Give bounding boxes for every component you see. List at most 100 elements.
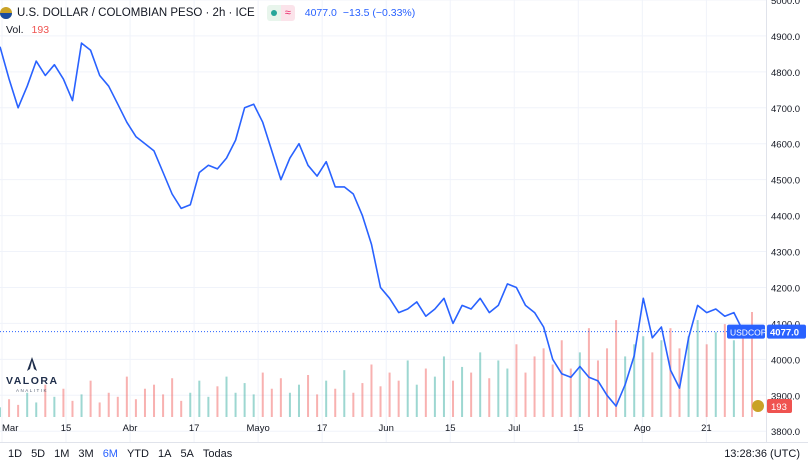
last-price-tag-label: 4077.0 (770, 328, 799, 339)
volume-bar (524, 372, 527, 417)
price-tick-label: 4800.0 (771, 68, 800, 79)
volume-bar (479, 352, 482, 417)
volume-bar (297, 384, 300, 417)
volume-bar (189, 392, 192, 417)
price-tick-label: 4400.0 (771, 212, 800, 223)
volume-bar (234, 392, 237, 417)
volume-bar (162, 394, 165, 417)
time-tick-label: 15 (61, 423, 72, 434)
volume-flag-icon (752, 400, 764, 412)
legend-last-price: 4077.0 (304, 7, 337, 19)
volume-bar (171, 378, 174, 417)
volume-bar (343, 370, 346, 417)
volume-bar (533, 356, 536, 417)
range-toolbar: 1D 5D 1M 3M 6M YTD 1A 5A Todas (0, 446, 241, 462)
volume-bar (8, 399, 11, 417)
volume-bar (270, 388, 273, 417)
volume-bar (669, 328, 672, 417)
range-ytd[interactable]: YTD (126, 448, 149, 460)
volume-bar (433, 376, 436, 417)
volume-bar (35, 402, 38, 417)
price-axis[interactable]: 3800.03900.04000.04100.04200.04300.04400… (771, 0, 800, 438)
volume-bar (406, 360, 409, 417)
volume-bar (334, 388, 337, 417)
volume-legend[interactable]: Vol. 193 (6, 24, 49, 36)
volume-bar (288, 392, 291, 417)
volume-bar (442, 356, 445, 417)
wave-icon: ≈ (280, 5, 295, 21)
range-6m[interactable]: 6M (102, 448, 118, 460)
time-tick-label: Mar (2, 423, 18, 434)
volume-bar (307, 375, 310, 417)
volume-bar (261, 372, 264, 417)
volume-bar (705, 344, 708, 417)
volume-bar (633, 344, 636, 417)
volume-bar (98, 402, 101, 417)
range-5d[interactable]: 5D (31, 448, 46, 460)
time-tick-label: 15 (573, 423, 584, 434)
time-tick-label: Abr (123, 423, 138, 434)
price-tick-label: 4300.0 (771, 248, 800, 259)
range-3m[interactable]: 3M (78, 448, 94, 460)
volume-bar (506, 368, 509, 417)
price-line-series (0, 42, 753, 407)
logo-sub: ANALITIK (16, 388, 49, 393)
price-tick-label: 5000.0 (771, 0, 800, 7)
volume-bar (751, 312, 753, 417)
range-todas[interactable]: Todas (202, 448, 233, 460)
volume-bar (125, 376, 128, 417)
volume-bar (180, 400, 183, 417)
logo-name: VALORA (6, 375, 59, 387)
symbol-title[interactable]: U.S. DOLLAR / COLOMBIAN PESO · 2h · ICE (17, 7, 255, 19)
price-tick-label: 4600.0 (771, 140, 800, 151)
time-axis[interactable]: Mar 15 Abr 17 Mayo 17 Jun 15 Jul 15 Ago 21 (2, 423, 712, 434)
volume-value: 193 (31, 24, 50, 36)
volume-bar (551, 364, 554, 417)
time-tick-label: 17 (189, 423, 200, 434)
volume-bar (316, 394, 319, 417)
volume-bar (415, 384, 418, 417)
volume-bar (370, 364, 373, 417)
time-tick-label: 17 (317, 423, 328, 434)
volume-bar (216, 386, 219, 417)
volume-bar (207, 396, 210, 417)
volume-bar (615, 320, 618, 417)
utc-clock[interactable]: 13:28:36 (UTC) (724, 448, 800, 460)
volume-tag-bg (767, 399, 792, 413)
volume-bar (379, 386, 382, 417)
volume-bar (452, 380, 455, 417)
volume-bar (134, 399, 137, 417)
volume-bar (252, 394, 255, 417)
range-5a[interactable]: 5A (180, 448, 194, 460)
symbol-tag-label: USDCOP (730, 328, 767, 338)
volume-bar (624, 356, 627, 417)
market-open-dot-icon (266, 5, 281, 21)
price-tick-label: 4200.0 (771, 283, 800, 294)
price-tick-label: 3800.0 (771, 427, 800, 438)
volume-bar (107, 392, 110, 417)
range-1m[interactable]: 1M (54, 448, 70, 460)
logo-mark-icon (27, 357, 37, 371)
symbol-legend[interactable]: U.S. DOLLAR / COLOMBIAN PESO · 2h · ICE … (0, 4, 415, 22)
range-1a[interactable]: 1A (157, 448, 172, 460)
price-tick-label: 4900.0 (771, 32, 800, 43)
time-tick-label: Jun (379, 423, 394, 434)
volume-bar (714, 332, 717, 417)
volume-bar (461, 366, 464, 417)
range-1d[interactable]: 1D (8, 448, 23, 460)
time-tick-label: Jul (508, 423, 520, 434)
volume-bar (569, 368, 572, 417)
volume-bar (678, 348, 681, 417)
market-status-pill[interactable]: ≈ (266, 5, 295, 21)
volume-bar (560, 340, 563, 417)
volume-bar (606, 348, 609, 417)
volume-label: Vol. (6, 24, 24, 36)
volume-bar (424, 368, 427, 417)
volume-bar (361, 383, 364, 417)
volume-bar (651, 352, 654, 417)
volume-bar (578, 352, 581, 417)
grid-lines (0, 0, 766, 442)
volume-bar (470, 372, 473, 417)
